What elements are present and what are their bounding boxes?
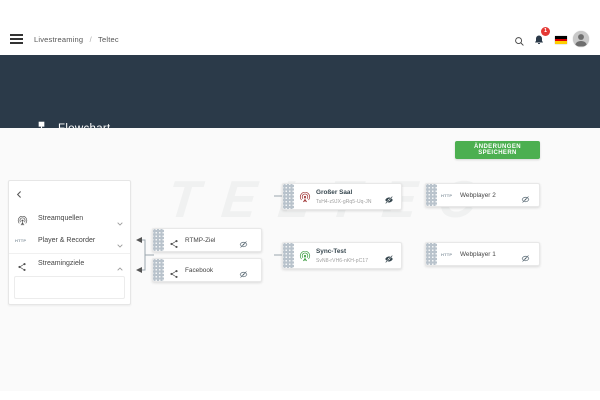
drag-handle[interactable] bbox=[153, 229, 164, 251]
sidebar-item-label: Streamingziele bbox=[38, 260, 85, 267]
node-webplayer-2[interactable]: HTTP Webplayer 2 bbox=[425, 183, 540, 207]
visibility-off-icon[interactable] bbox=[521, 250, 530, 268]
drag-handle[interactable] bbox=[153, 259, 164, 281]
menu-icon[interactable] bbox=[10, 34, 23, 44]
chevron-down-icon bbox=[116, 215, 124, 233]
search-icon[interactable] bbox=[514, 34, 525, 52]
visibility-off-icon[interactable] bbox=[239, 236, 248, 254]
antenna-icon bbox=[299, 250, 311, 268]
sidebar-item-player-recorder[interactable]: HTTP Player & Recorder bbox=[9, 231, 130, 252]
visibility-off-icon[interactable] bbox=[384, 251, 394, 269]
visibility-off-icon[interactable] bbox=[521, 191, 530, 209]
node-id: TsH4-z9JX-gRq5-Uq-JN bbox=[316, 199, 372, 205]
breadcrumb: Livestreaming / Teltec bbox=[34, 35, 119, 44]
sidebar-item-streamquellen[interactable]: Streamquellen bbox=[9, 209, 130, 230]
node-title: RTMP-Ziel bbox=[185, 237, 216, 244]
notifications-bell-icon[interactable] bbox=[533, 33, 545, 51]
drag-handle[interactable] bbox=[426, 243, 437, 265]
toolbox-panel: Streamquellen HTTP Player & Recorder Str… bbox=[8, 180, 131, 305]
breadcrumb-livestreaming[interactable]: Livestreaming bbox=[34, 35, 84, 44]
node-webplayer-1[interactable]: HTTP Webplayer 1 bbox=[425, 242, 540, 266]
node-grosser-saal[interactable]: Großer Saal TsH4-z9JX-gRq5-Uq-JN bbox=[282, 183, 402, 210]
http-icon: HTTP bbox=[441, 193, 453, 198]
flowchart-canvas: TELTEC ÄNDERUNGEN SPEICHERN Streamquelle… bbox=[0, 128, 600, 391]
antenna-icon bbox=[17, 214, 28, 232]
save-changes-button[interactable]: ÄNDERUNGEN SPEICHERN bbox=[455, 141, 540, 159]
sidebar-item-label: Player & Recorder bbox=[38, 237, 96, 244]
node-title: Sync-Test bbox=[316, 248, 347, 255]
sidebar-item-label: Streamquellen bbox=[38, 215, 84, 222]
page-header: Flowchart Auf dieser Übersicht kannst Du… bbox=[0, 55, 600, 167]
node-rtmp-ziel[interactable]: RTMP-Ziel bbox=[152, 228, 262, 252]
streamingziele-drop-area[interactable] bbox=[14, 276, 125, 299]
antenna-icon bbox=[299, 191, 311, 209]
visibility-off-icon[interactable] bbox=[239, 266, 248, 284]
chevron-down-icon bbox=[116, 237, 124, 255]
node-title: Facebook bbox=[185, 267, 214, 274]
chevron-up-icon bbox=[116, 260, 124, 278]
http-icon: HTTP bbox=[15, 238, 27, 243]
node-title: Webplayer 1 bbox=[460, 251, 496, 258]
node-facebook[interactable]: Facebook bbox=[152, 258, 262, 282]
share-icon bbox=[169, 236, 179, 254]
language-flag-german[interactable] bbox=[555, 36, 567, 44]
node-id: SvN8-rVH6-nKH-pC17 bbox=[316, 258, 369, 264]
breadcrumb-teltec[interactable]: Teltec bbox=[98, 35, 119, 44]
drag-handle[interactable] bbox=[283, 243, 294, 268]
http-icon: HTTP bbox=[441, 252, 453, 257]
share-icon bbox=[17, 259, 27, 277]
drag-handle[interactable] bbox=[283, 184, 294, 209]
top-bar: Livestreaming / Teltec 1 bbox=[0, 0, 600, 55]
sidebar-item-streamingziele[interactable]: Streamingziele bbox=[9, 253, 130, 274]
node-sync-test[interactable]: Sync-Test SvN8-rVH6-nKH-pC17 bbox=[282, 242, 402, 269]
visibility-off-icon[interactable] bbox=[384, 192, 394, 210]
breadcrumb-separator: / bbox=[89, 35, 92, 44]
user-avatar[interactable] bbox=[573, 31, 589, 47]
node-title: Webplayer 2 bbox=[460, 192, 496, 199]
node-title: Großer Saal bbox=[316, 189, 353, 196]
collapse-panel-icon[interactable] bbox=[15, 186, 24, 204]
drag-handle[interactable] bbox=[426, 184, 437, 206]
notification-badge: 1 bbox=[541, 27, 550, 36]
share-icon bbox=[169, 266, 179, 284]
